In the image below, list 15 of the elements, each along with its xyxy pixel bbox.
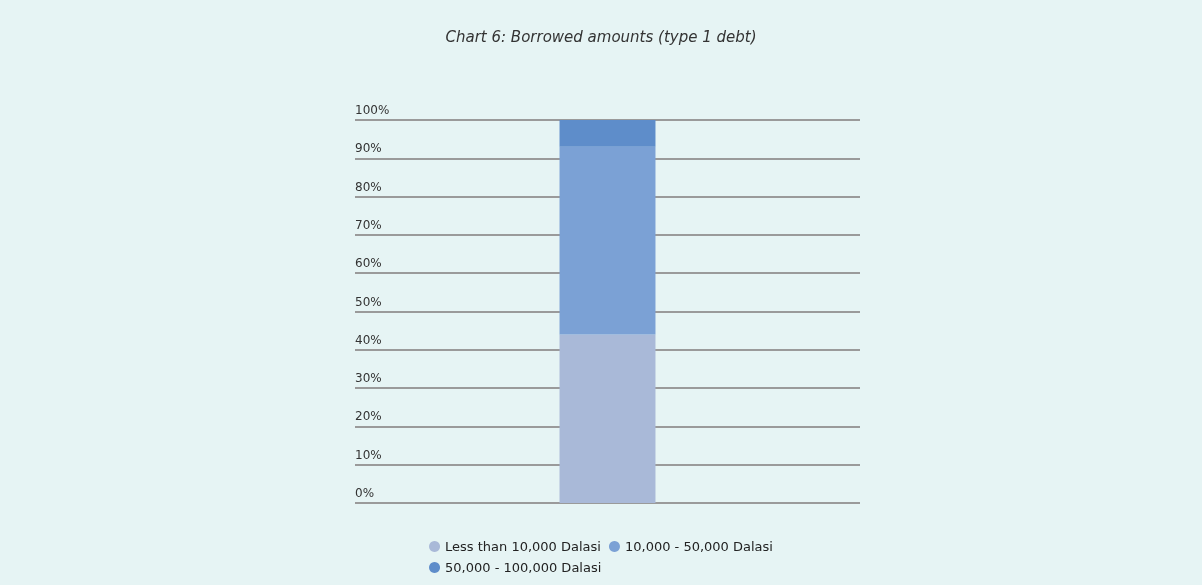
y-tick-label: 50% bbox=[355, 294, 382, 309]
legend-label: 50,000 - 100,000 Dalasi bbox=[445, 560, 602, 575]
y-tick-label: 20% bbox=[355, 409, 382, 424]
y-tick-label: 100% bbox=[355, 103, 390, 117]
y-tick-label: 10% bbox=[355, 447, 382, 462]
legend-label: 10,000 - 50,000 Dalasi bbox=[624, 539, 773, 554]
y-tick-label: 40% bbox=[355, 332, 382, 347]
y-tick-label: 80% bbox=[355, 179, 382, 194]
y-tick-label: 0% bbox=[355, 486, 375, 500]
y-tick-label: 70% bbox=[355, 217, 382, 232]
chart-title: Chart 6: Borrowed amounts (type 1 debt) bbox=[445, 27, 757, 46]
y-tick-label: 60% bbox=[355, 256, 382, 271]
y-tick-label: 90% bbox=[355, 141, 382, 156]
legend-label: Less than 10,000 Dalasi bbox=[445, 539, 601, 554]
y-tick-label: 30% bbox=[355, 371, 382, 386]
